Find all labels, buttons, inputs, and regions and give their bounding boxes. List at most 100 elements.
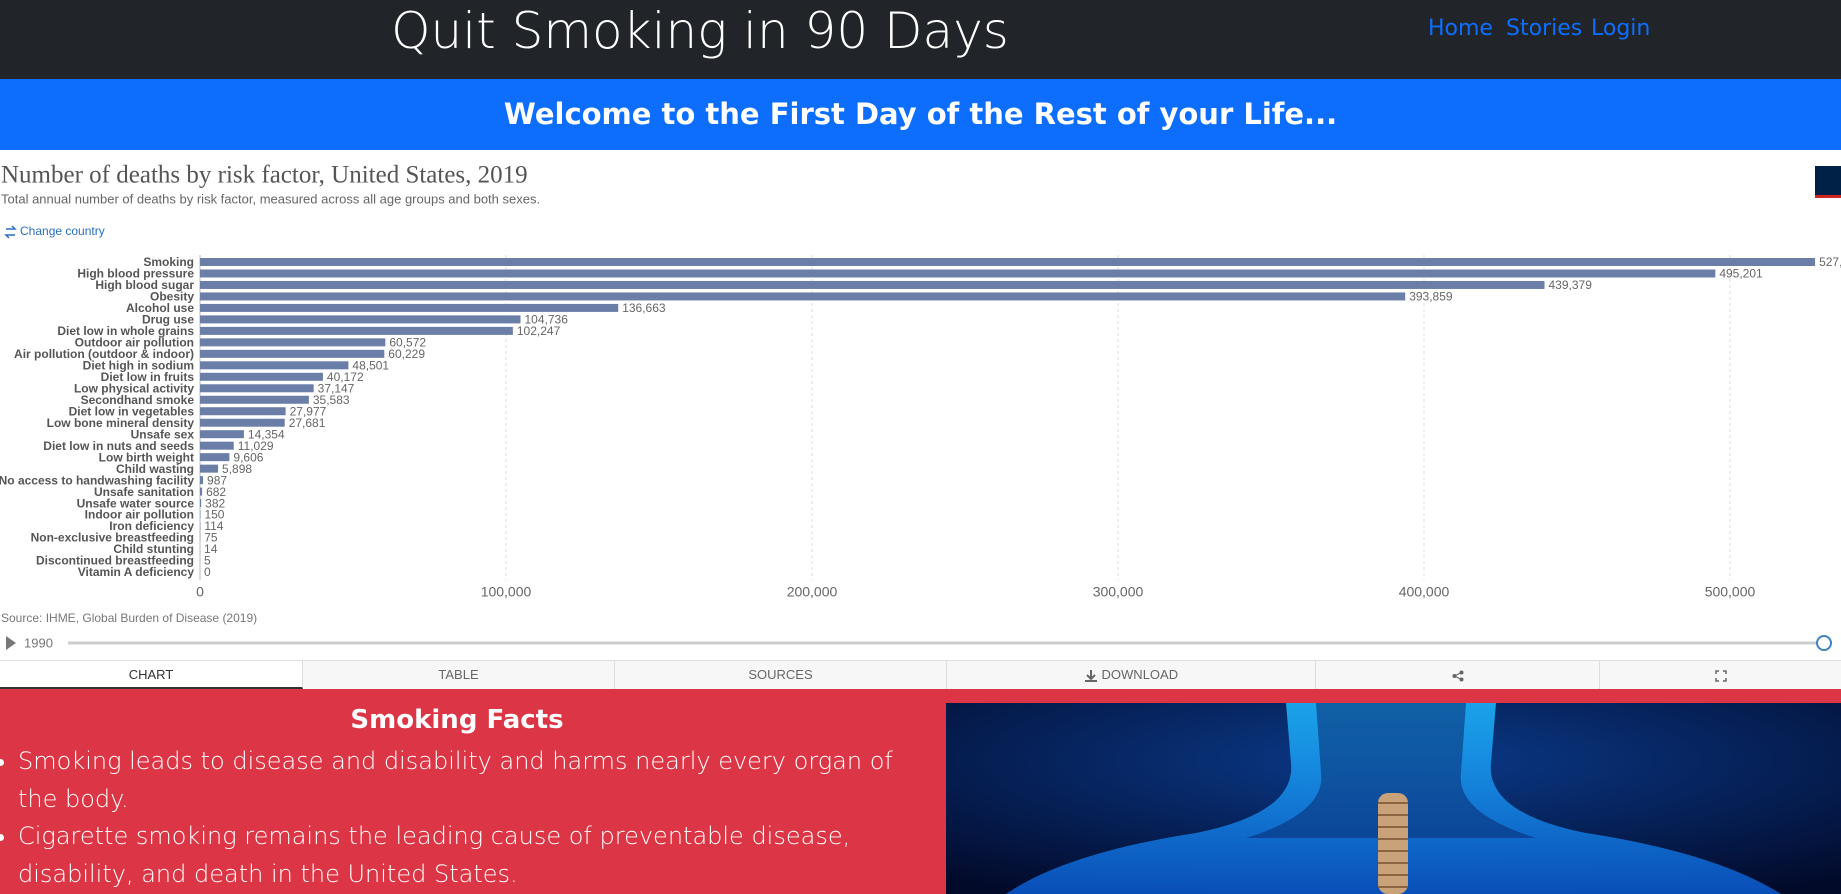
bar — [200, 407, 286, 416]
logo-stripe — [1815, 195, 1841, 198]
tab-sources[interactable]: SOURCES — [615, 661, 947, 689]
tab-share[interactable] — [1316, 661, 1600, 689]
y-tick-label: Diet low in nuts and seeds — [43, 439, 194, 453]
bar — [200, 476, 204, 485]
bar — [200, 384, 314, 393]
play-button[interactable] — [6, 636, 16, 650]
chart: Number of deaths by risk factor, United … — [0, 162, 1841, 651]
value-label: 48,501 — [352, 358, 389, 372]
value-label: 393,859 — [1409, 290, 1453, 304]
value-label: 5 — [204, 554, 211, 568]
facts-list: Smoking leads to disease and disability … — [0, 743, 918, 894]
bar — [200, 292, 1406, 301]
banner: Welcome to the First Day of the Rest of … — [0, 79, 1841, 150]
bar — [200, 315, 521, 324]
download-icon — [1084, 669, 1097, 682]
chart-subtitle: Total annual number of deaths by risk fa… — [1, 191, 540, 206]
y-tick-label: Diet low in vegetables — [69, 404, 195, 418]
value-label: 9,606 — [233, 450, 263, 464]
tab-chart[interactable]: CHART — [0, 661, 303, 689]
change-country-icon[interactable] — [4, 225, 17, 239]
value-label: 382 — [205, 496, 225, 510]
y-tick-label: Unsafe sex — [131, 427, 195, 441]
bar — [200, 372, 323, 381]
y-tick-label: Alcohol use — [126, 301, 194, 315]
tab-table[interactable]: TABLE — [303, 661, 615, 689]
y-tick-label: Non-exclusive breastfeeding — [31, 531, 194, 545]
bar — [200, 395, 309, 404]
y-tick-label: Child stunting — [113, 542, 194, 556]
y-tick-label: Unsafe water source — [77, 496, 195, 510]
value-label: 14,354 — [248, 427, 285, 441]
chart-title: Number of deaths by risk factor, United … — [1, 162, 528, 189]
timeline-handle[interactable] — [1816, 635, 1832, 651]
y-tick-label: Drug use — [142, 313, 194, 327]
value-label: 495,201 — [1719, 267, 1763, 281]
logo — [1815, 166, 1841, 198]
nav-stories[interactable]: Stories — [1506, 16, 1583, 41]
y-tick-label: Unsafe sanitation — [94, 485, 194, 499]
value-label: 682 — [206, 485, 226, 499]
nav-home[interactable]: Home — [1428, 16, 1493, 41]
tab-download[interactable]: DOWNLOAD — [947, 661, 1316, 689]
x-tick-label: 200,000 — [787, 584, 838, 600]
bar — [200, 258, 1816, 266]
source: Source: IHME, Global Burden of Disease (… — [1, 611, 257, 625]
value-label: 40,172 — [327, 370, 364, 384]
fact: Cigarette smoking remains the leading ca… — [18, 818, 918, 893]
fact: Smoking leads to disease and disability … — [18, 743, 918, 818]
y-tick-label: Secondhand smoke — [81, 393, 195, 407]
value-label: 104,736 — [524, 313, 568, 327]
y-tick-label: Diet low in fruits — [101, 370, 195, 384]
tab-fullscreen[interactable] — [1600, 661, 1841, 689]
y-tick-label: Low birth weight — [99, 450, 194, 464]
facts-section: Smoking Facts Smoking leads to disease a… — [0, 689, 1841, 894]
tab-bar: CHART TABLE SOURCES DOWNLOAD — [0, 660, 1841, 690]
y-tick-label: Indoor air pollution — [85, 508, 194, 522]
nav-login[interactable]: Login — [1591, 16, 1651, 41]
bar — [200, 499, 202, 508]
timeline-start: 1990 — [24, 635, 53, 650]
value-label: 527,800 — [1819, 255, 1841, 269]
x-tick-label: 100,000 — [481, 584, 532, 600]
y-tick-label: Vitamin A deficiency — [78, 565, 195, 579]
bar — [200, 361, 349, 370]
bar — [200, 453, 230, 462]
value-label: 102,247 — [517, 324, 561, 338]
lungs-image — [946, 703, 1841, 894]
value-label: 5,898 — [222, 462, 252, 476]
value-label: 35,583 — [313, 393, 350, 407]
y-tick-label: Air pollution (outdoor & indoor) — [14, 347, 194, 361]
value-label: 987 — [207, 473, 227, 487]
value-label: 27,977 — [290, 404, 327, 418]
value-label: 60,572 — [389, 336, 426, 350]
x-tick-label: 500,000 — [1705, 584, 1756, 600]
navbar: Quit Smoking in 90 Days Home Stories Log… — [0, 0, 1841, 79]
y-tick-label: Low physical activity — [74, 381, 194, 395]
value-label: 136,663 — [622, 301, 666, 315]
y-tick-label: Low bone mineral density — [47, 416, 195, 430]
value-label: 0 — [204, 565, 211, 579]
x-tick-label: 300,000 — [1093, 584, 1144, 600]
share-icon — [1452, 670, 1463, 682]
bar — [200, 269, 1716, 278]
facts-title: Smoking Facts — [350, 705, 564, 735]
bar — [200, 487, 203, 496]
change-country[interactable]: Change country — [20, 224, 105, 238]
x-tick-label: 0 — [196, 584, 204, 600]
bar — [200, 338, 386, 347]
y-tick-label: Outdoor air pollution — [75, 336, 194, 350]
y-tick-label: Diet high in sodium — [83, 358, 194, 372]
bar — [200, 418, 285, 427]
x-tick-label: 400,000 — [1399, 584, 1450, 600]
value-label: 150 — [204, 508, 224, 522]
value-label: 60,229 — [388, 347, 425, 361]
y-tick-label: Diet low in whole grains — [57, 324, 194, 338]
value-label: 11,029 — [238, 439, 274, 453]
bar — [200, 326, 513, 335]
bar — [200, 430, 244, 439]
value-label: 114 — [204, 519, 223, 533]
fullscreen-icon — [1714, 669, 1727, 682]
y-tick-label: Iron deficiency — [109, 519, 194, 533]
